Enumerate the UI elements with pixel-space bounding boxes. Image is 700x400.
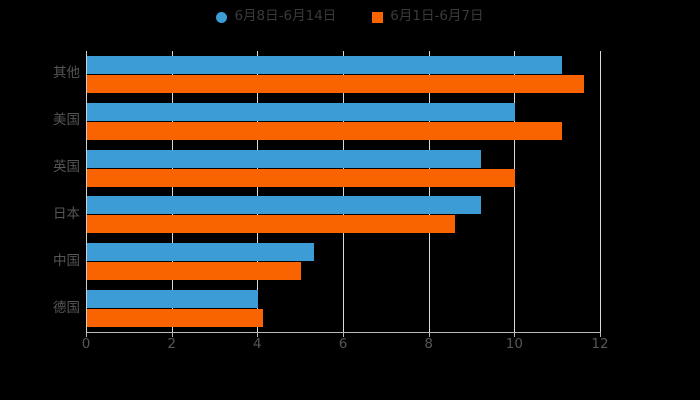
chart-legend: 6月8日-6月14日 6月1日-6月7日 (0, 6, 700, 28)
bar-美国-series-0[interactable] (87, 102, 516, 121)
gridline-x (257, 51, 259, 332)
bar-其他-series-1[interactable] (87, 74, 584, 93)
category-label-英国: 英国 (53, 159, 80, 176)
x-tick-label: 10 (505, 336, 523, 352)
x-tick-mark (86, 332, 87, 337)
bar-其他-series-0[interactable] (87, 55, 563, 74)
x-tick-mark (600, 332, 601, 337)
gridline-x (428, 51, 430, 332)
x-tick-mark (428, 332, 430, 337)
gridline-x (600, 51, 601, 332)
x-tick-label: 0 (81, 336, 91, 352)
bar-英国-series-0[interactable] (87, 149, 482, 168)
category-label-德国: 德国 (53, 299, 80, 316)
x-tick-label: 8 (424, 336, 433, 352)
bar-中国-series-0[interactable] (87, 243, 315, 262)
legend-entry-series-1[interactable]: 6月1日-6月7日 (372, 8, 484, 25)
bar-日本-series-1[interactable] (87, 215, 456, 234)
bar-美国-series-1[interactable] (87, 121, 563, 140)
legend-label-series-0: 6月8日-6月14日 (234, 8, 337, 25)
gridline-x (514, 51, 516, 332)
category-label-中国: 中国 (53, 252, 80, 269)
gridline-x (343, 51, 344, 332)
category-label-日本: 日本 (53, 205, 80, 222)
gridline-x (171, 51, 173, 332)
x-tick-mark (514, 332, 516, 337)
x-tick-label: 4 (253, 336, 262, 352)
x-tick-mark (257, 332, 259, 337)
bar-中国-series-1[interactable] (87, 262, 302, 281)
legend-label-series-1: 6月1日-6月7日 (390, 8, 484, 25)
category-label-其他: 其他 (53, 65, 80, 82)
x-tick-label: 2 (167, 336, 176, 352)
legend-entry-series-0[interactable]: 6月8日-6月14日 (216, 10, 336, 24)
x-tick-mark (343, 332, 344, 337)
bar-德国-series-1[interactable] (87, 309, 263, 328)
plot-area (86, 51, 601, 332)
x-tick-mark (171, 332, 173, 337)
bar-德国-series-0[interactable] (87, 290, 259, 309)
legend-marker-circle-icon (216, 11, 228, 23)
x-tick-label: 6 (338, 336, 348, 352)
gridline-x (86, 51, 87, 332)
x-tick-label: 12 (591, 336, 609, 352)
legend-marker-square-icon (372, 11, 384, 23)
bar-英国-series-1[interactable] (87, 168, 516, 187)
category-label-美国: 美国 (53, 112, 80, 129)
bar-日本-series-0[interactable] (87, 196, 482, 215)
